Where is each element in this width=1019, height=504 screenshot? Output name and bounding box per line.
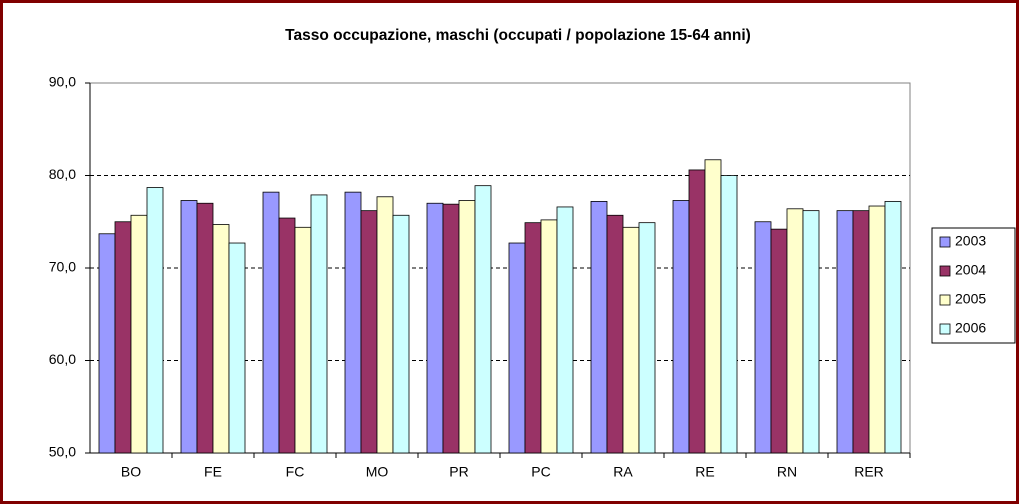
legend-swatch: [939, 236, 951, 248]
bar: [556, 206, 574, 454]
bar: [540, 219, 558, 454]
bar: [720, 175, 738, 454]
bar: [688, 169, 706, 454]
bar: [228, 242, 246, 454]
y-tick-label: 50,0: [49, 444, 76, 460]
y-tick-label: 70,0: [49, 259, 76, 275]
x-tick-label: RER: [854, 464, 884, 480]
bar: [590, 200, 608, 454]
x-tick-label: FE: [204, 464, 222, 480]
bar: [884, 200, 902, 454]
legend-swatch: [939, 294, 951, 306]
x-tick-label: MO: [366, 464, 389, 480]
x-tick-label: RE: [695, 464, 714, 480]
legend-label: 2006: [955, 320, 986, 336]
bar: [754, 221, 772, 454]
legend-label: 2004: [955, 262, 986, 278]
legend-label: 2005: [955, 291, 986, 307]
bar: [508, 242, 526, 454]
bar: [212, 224, 230, 454]
x-tick-label: RN: [777, 464, 797, 480]
bar: [852, 210, 870, 454]
x-tick-label: FC: [286, 464, 305, 480]
bar: [770, 228, 788, 454]
y-tick-label: 90,0: [49, 74, 76, 90]
bar: [180, 200, 198, 454]
bar: [294, 226, 312, 454]
bar: [310, 194, 328, 454]
legend-label: 2003: [955, 233, 986, 249]
x-tick-label: PC: [531, 464, 550, 480]
bar: [458, 200, 476, 454]
x-tick-label: PR: [449, 464, 468, 480]
bar: [524, 222, 542, 454]
x-tick-label: BO: [121, 464, 141, 480]
legend-swatch: [939, 265, 951, 277]
bar: [622, 226, 640, 454]
bar: [704, 159, 722, 454]
legend-swatch: [939, 323, 951, 335]
bar: [672, 200, 690, 454]
bar: [802, 210, 820, 454]
bar: [376, 196, 394, 454]
bar: [442, 203, 460, 454]
bar: [836, 210, 854, 454]
bar: [130, 214, 148, 454]
bar: [344, 191, 362, 454]
bar: [114, 221, 132, 454]
bar: [278, 217, 296, 454]
x-tick-label: RA: [613, 464, 633, 480]
bar: [146, 187, 164, 454]
bar: [786, 208, 804, 454]
bar: [426, 202, 444, 454]
bar: [392, 214, 410, 454]
y-tick-label: 60,0: [49, 351, 76, 367]
bar: [98, 233, 116, 454]
bar: [638, 222, 656, 454]
bar: [868, 205, 886, 454]
bar: [474, 185, 492, 454]
bar: [360, 210, 378, 454]
bar: [262, 191, 280, 454]
bar: [606, 214, 624, 454]
chart-title: Tasso occupazione, maschi (occupati / po…: [285, 27, 751, 44]
bar: [196, 202, 214, 454]
y-tick-label: 80,0: [49, 166, 76, 182]
